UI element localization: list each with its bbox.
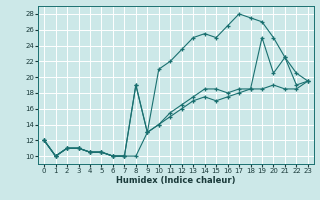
X-axis label: Humidex (Indice chaleur): Humidex (Indice chaleur)	[116, 176, 236, 185]
